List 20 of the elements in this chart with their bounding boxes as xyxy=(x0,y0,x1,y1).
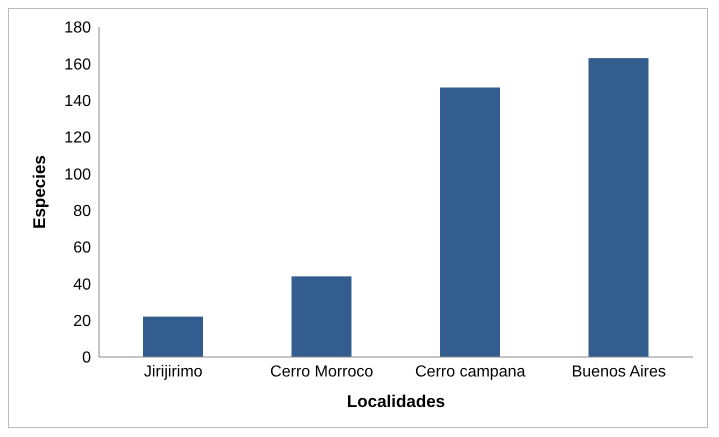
x-tick-label: Cerro campana xyxy=(415,363,526,380)
y-tick-label: 180 xyxy=(64,20,92,37)
y-tick-label: 140 xyxy=(64,93,92,110)
x-tick-label: Buenos Aires xyxy=(572,363,666,380)
bar xyxy=(143,316,203,357)
x-tick-label: Cerro Morroco xyxy=(270,363,374,380)
y-tick-label: 60 xyxy=(73,240,92,257)
y-tick-label: 20 xyxy=(73,313,92,330)
y-tick-label: 100 xyxy=(64,166,92,184)
x-tick-label: Jirijirimo xyxy=(144,363,203,380)
bar xyxy=(440,88,500,357)
y-axis-title: Especies xyxy=(30,155,50,229)
y-tick-label: 80 xyxy=(73,203,92,220)
x-axis-title: Localidades xyxy=(346,392,446,411)
bar xyxy=(292,276,352,357)
y-tick-label: 160 xyxy=(64,56,92,74)
y-tick-label: 0 xyxy=(82,350,92,367)
y-tick-label: 40 xyxy=(73,276,92,294)
y-tick-label: 120 xyxy=(64,130,92,147)
bar xyxy=(588,58,648,357)
